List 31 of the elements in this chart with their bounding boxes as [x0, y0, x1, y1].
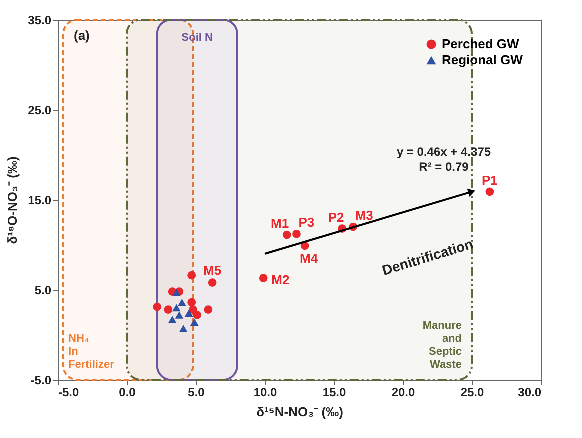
data-label: M3 — [355, 208, 374, 223]
x-tick-label: 5.0 — [188, 386, 206, 400]
data-label: M5 — [204, 262, 222, 278]
legend-label: Perched GW — [442, 36, 520, 52]
band-label: Soil N — [182, 32, 214, 44]
data-label: M4 — [300, 250, 319, 266]
annotation: R² = 0.79 — [419, 160, 470, 174]
band-label: NH₄ In Fertilizer — [68, 333, 116, 371]
x-axis-title: δ¹⁵N-NO₃⁻ (‰) — [256, 404, 344, 420]
annotation: (a) — [74, 28, 90, 43]
y-tick-label: 15.0 — [28, 194, 52, 208]
x-tick-label: 25.0 — [460, 386, 484, 400]
x-tick-label: 10.0 — [254, 386, 278, 400]
y-axis-title: δ¹⁸O-NO₃⁻ (‰) — [5, 156, 20, 244]
legend-label: Regional GW — [442, 52, 524, 68]
x-tick-label: 30.0 — [518, 386, 542, 400]
data-label: P3 — [298, 215, 315, 230]
data-label: M2 — [272, 272, 290, 288]
x-tick-label: 15.0 — [322, 386, 346, 400]
y-tick-label: 5.0 — [34, 284, 52, 298]
band-label: Manure and Septic Waste — [422, 320, 462, 371]
y-tick-label: 35.0 — [28, 14, 52, 28]
data-label: P1 — [482, 172, 498, 188]
data-label: P2 — [328, 210, 344, 225]
annotation: y = 0.46x + 4.375 — [396, 145, 492, 159]
y-tick-label: -5.0 — [30, 374, 52, 388]
y-tick-label: 25.0 — [28, 104, 52, 118]
x-tick-label: -5.0 — [58, 386, 80, 400]
x-tick-label: 20.0 — [392, 386, 416, 400]
data-label: M1 — [271, 216, 290, 232]
x-tick-label: 0.0 — [119, 386, 136, 400]
